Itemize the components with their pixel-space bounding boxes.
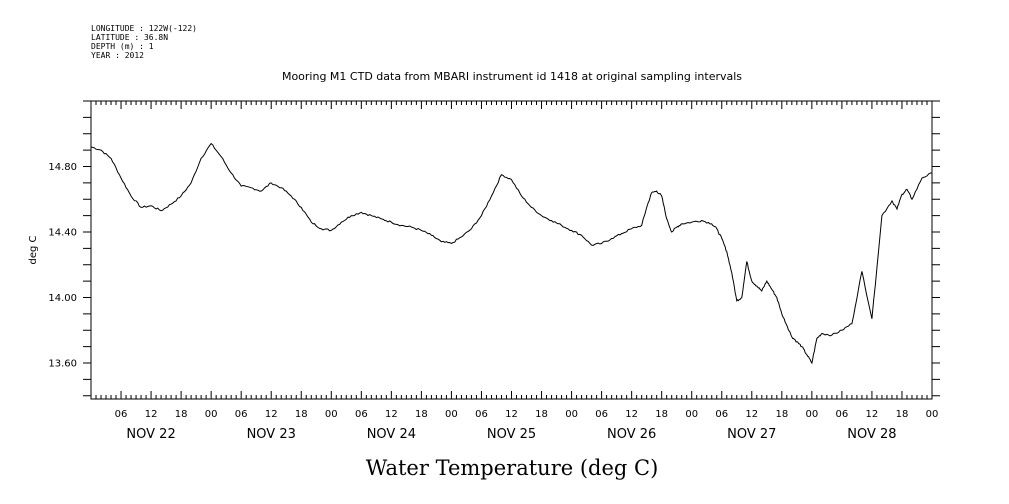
x-tick-label: 18 <box>415 409 428 420</box>
temperature-series-line <box>90 142 932 365</box>
y-axis-tick-labels: 13.60 14.00 14.40 14.80 <box>48 162 77 369</box>
x-tick-label: 00 <box>325 409 338 420</box>
x-day-label: NOV 27 <box>727 427 776 442</box>
x-tick-label: 18 <box>655 409 668 420</box>
x-day-label: NOV 24 <box>367 427 416 442</box>
y-tick-label: 14.40 <box>48 227 77 238</box>
y-tick-label: 13.60 <box>48 358 77 369</box>
x-tick-label: 18 <box>175 409 188 420</box>
x-axis-tick-labels: 06 12 18 00 06 12 18 00 06 12 18 00 06 12 18 00 06 12 18 00… <box>115 409 939 420</box>
x-day-label: NOV 26 <box>607 427 656 442</box>
meta-latitude: LATITUDE : 36.8N <box>91 33 168 42</box>
x-tick-label: 06 <box>355 409 368 420</box>
x-day-label: NOV 25 <box>487 427 536 442</box>
x-day-label: NOV 23 <box>247 427 296 442</box>
x-tick-label: 18 <box>775 409 788 420</box>
x-tick-label: 12 <box>145 409 158 420</box>
x-tick-label: 12 <box>745 409 758 420</box>
x-day-label: NOV 22 <box>126 427 175 442</box>
meta-depth: DEPTH (m) : 1 <box>91 42 154 51</box>
x-tick-label: 06 <box>836 409 849 420</box>
x-tick-label: 18 <box>535 409 548 420</box>
x-tick-label: 18 <box>896 409 909 420</box>
meta-longitude: LONGITUDE : 122W(-122) <box>91 24 197 33</box>
x-tick-label: 12 <box>385 409 398 420</box>
x-tick-label: 00 <box>445 409 458 420</box>
x-tick-label: 00 <box>685 409 698 420</box>
x-tick-label: 06 <box>715 409 728 420</box>
x-tick-label: 12 <box>866 409 879 420</box>
chart-title: Mooring M1 CTD data from MBARI instrumen… <box>282 70 742 83</box>
y-tick-label: 14.80 <box>48 162 77 173</box>
y-axis-ticks <box>83 100 940 397</box>
x-tick-label: 00 <box>805 409 818 420</box>
x-tick-label: 00 <box>565 409 578 420</box>
x-axis-day-labels: NOV 22 NOV 23 NOV 24 NOV 25 NOV 26 NOV 27 NOV … <box>126 427 896 442</box>
y-axis-label: deg C <box>28 235 39 264</box>
x-tick-label: 06 <box>595 409 608 420</box>
x-tick-label: 12 <box>265 409 278 420</box>
y-tick-label: 14.00 <box>48 293 77 304</box>
meta-year: YEAR : 2012 <box>91 51 144 60</box>
x-tick-label: 12 <box>625 409 638 420</box>
x-tick-label: 06 <box>235 409 248 420</box>
x-tick-label: 06 <box>115 409 128 420</box>
x-tick-label: 00 <box>205 409 218 420</box>
x-tick-label: 18 <box>295 409 308 420</box>
x-axis-ticks <box>90 101 933 399</box>
x-day-label: NOV 28 <box>847 427 896 442</box>
x-tick-label: 12 <box>505 409 518 420</box>
x-tick-label: 06 <box>475 409 488 420</box>
x-axis-label: Water Temperature (deg C) <box>366 456 659 480</box>
x-tick-label: 00 <box>926 409 939 420</box>
